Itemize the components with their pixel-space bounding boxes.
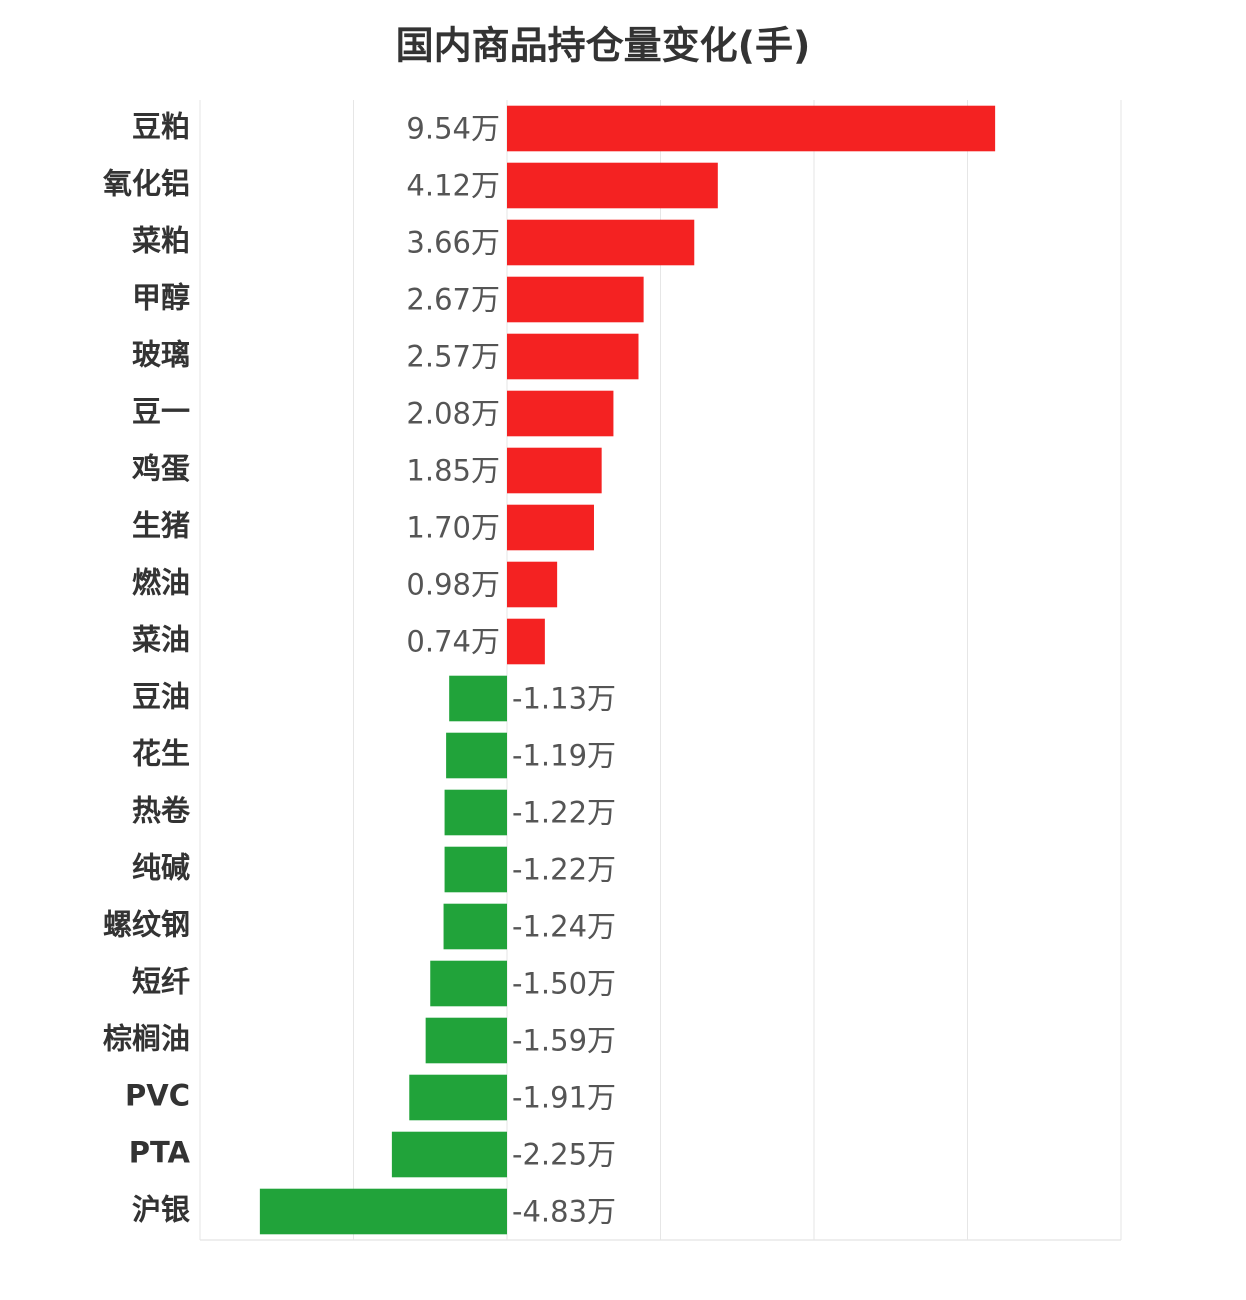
bar bbox=[507, 276, 644, 323]
y-tick-label: 螺纹钢 bbox=[103, 908, 190, 942]
bar bbox=[507, 447, 602, 494]
bar bbox=[446, 732, 507, 779]
value-label: 0.98万 bbox=[406, 568, 500, 602]
y-tick-label: 豆粕 bbox=[132, 110, 190, 144]
value-label: 2.08万 bbox=[406, 397, 500, 431]
bar bbox=[443, 903, 507, 950]
value-label: -1.24万 bbox=[512, 910, 616, 944]
bar bbox=[430, 960, 507, 1007]
bar bbox=[507, 333, 639, 380]
value-label: -1.13万 bbox=[512, 682, 616, 716]
value-label: -2.25万 bbox=[512, 1138, 616, 1172]
y-tick-label: 豆一 bbox=[132, 395, 190, 429]
bar bbox=[507, 219, 695, 266]
value-label: 9.54万 bbox=[406, 112, 500, 146]
y-tick-label: 生猪 bbox=[132, 509, 190, 543]
y-tick-label: 短纤 bbox=[132, 965, 190, 999]
y-tick-label: 花生 bbox=[132, 737, 190, 771]
value-label: 4.12万 bbox=[406, 169, 500, 203]
bar bbox=[425, 1017, 507, 1064]
value-label: 0.74万 bbox=[406, 625, 500, 659]
y-tick-label: 沪银 bbox=[132, 1193, 190, 1227]
bar bbox=[507, 618, 545, 665]
value-label: -1.50万 bbox=[512, 967, 616, 1001]
value-label: -1.19万 bbox=[512, 739, 616, 773]
bar bbox=[444, 846, 507, 893]
y-tick-label: 热卷 bbox=[132, 794, 191, 828]
y-tick-label: 氧化铝 bbox=[102, 167, 190, 201]
value-label: 3.66万 bbox=[406, 226, 500, 260]
value-label: 1.70万 bbox=[406, 511, 500, 545]
y-tick-label: 菜油 bbox=[132, 623, 190, 657]
y-tick-label: 玻璃 bbox=[132, 338, 190, 372]
y-tick-label: 豆油 bbox=[132, 680, 190, 714]
bar bbox=[391, 1131, 507, 1178]
value-label: -1.22万 bbox=[512, 853, 616, 887]
value-label: 2.67万 bbox=[406, 283, 500, 317]
bar bbox=[259, 1188, 507, 1235]
bar bbox=[507, 561, 558, 608]
bar bbox=[507, 162, 718, 209]
y-tick-label: 甲醇 bbox=[132, 281, 190, 315]
chart-title: 国内商品持仓量变化(手) bbox=[396, 24, 811, 68]
bar bbox=[507, 390, 614, 437]
bar bbox=[507, 504, 594, 551]
y-tick-label: 棕榈油 bbox=[103, 1022, 190, 1056]
value-label: -1.22万 bbox=[512, 796, 616, 830]
bar bbox=[444, 789, 507, 836]
value-label: -1.91万 bbox=[512, 1081, 616, 1115]
value-label: -4.83万 bbox=[512, 1195, 616, 1229]
y-tick-label: 菜粕 bbox=[132, 224, 190, 258]
y-tick-label: 纯碱 bbox=[132, 851, 190, 885]
value-label: 2.57万 bbox=[406, 340, 500, 374]
value-label: -1.59万 bbox=[512, 1024, 616, 1058]
y-tick-label: PVC bbox=[125, 1079, 190, 1113]
bar bbox=[409, 1074, 507, 1121]
y-tick-label: 燃油 bbox=[132, 566, 190, 600]
bar bbox=[449, 675, 507, 722]
y-tick-label: PTA bbox=[129, 1136, 191, 1170]
bar bbox=[507, 105, 996, 152]
value-label: 1.85万 bbox=[406, 454, 500, 488]
y-tick-label: 鸡蛋 bbox=[132, 452, 190, 486]
